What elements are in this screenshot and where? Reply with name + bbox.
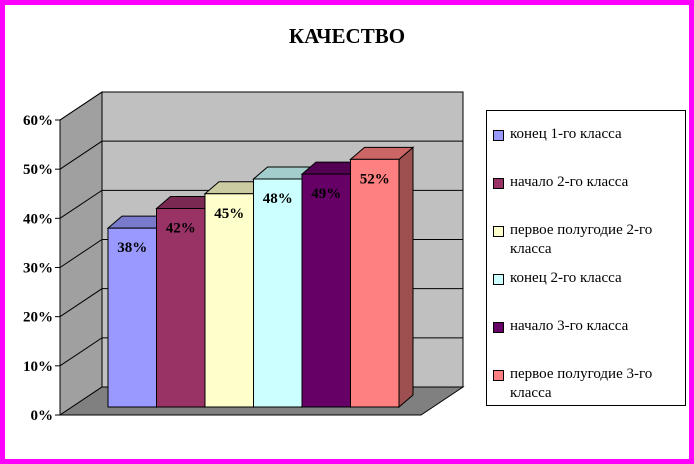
legend-label: конец 2-го класса [510,270,622,286]
bar [107,227,157,408]
legend-item: первое полугодие 2-го класса [493,221,681,259]
data-label: 42% [166,221,196,237]
legend-swatch [493,274,504,285]
chart-legend: конец 1-го класса начало 2-го класса перво… [486,110,686,406]
legend-swatch [493,130,504,141]
bar [204,193,254,408]
data-label: 52% [360,171,390,187]
bar [156,208,206,408]
y-tick-label: 60% [23,113,53,129]
gridline [59,91,463,121]
y-tick-label: 40% [23,211,53,227]
legend-item: конец 2-го класса [493,269,681,288]
legend-item: первое полугодие 3-го класса [493,365,681,403]
y-tick-label: 0% [31,408,54,424]
y-tick-label: 30% [23,261,53,277]
y-tick-label: 20% [23,310,53,326]
data-label: 45% [214,206,244,222]
legend-label: первое полугодие 2-го класса [510,222,653,257]
legend-label: первое полугодие 3-го класса [510,366,653,401]
bar-side [398,146,414,409]
data-label: 48% [263,191,293,207]
chart-title: КАЧЕСТВО [288,24,406,48]
bar [350,158,400,408]
legend-label: начало 3-го класса [510,318,629,334]
legend-label: конец 1-го класса [510,126,622,142]
bar [301,173,351,408]
legend-swatch [493,178,504,189]
legend-item: конец 1-го класса [493,125,681,144]
legend-item: начало 2-го класса [493,173,681,192]
gridline [59,140,463,170]
legend-item: начало 3-го класса [493,317,681,336]
legend-swatch [493,370,504,381]
y-tick-label: 50% [23,162,53,178]
data-label: 38% [117,240,147,256]
legend-label: начало 2-го класса [510,174,629,190]
legend-swatch [493,226,504,237]
data-label: 49% [311,186,341,202]
y-tick-label: 10% [23,359,53,375]
bar [253,178,303,408]
legend-swatch [493,322,504,333]
